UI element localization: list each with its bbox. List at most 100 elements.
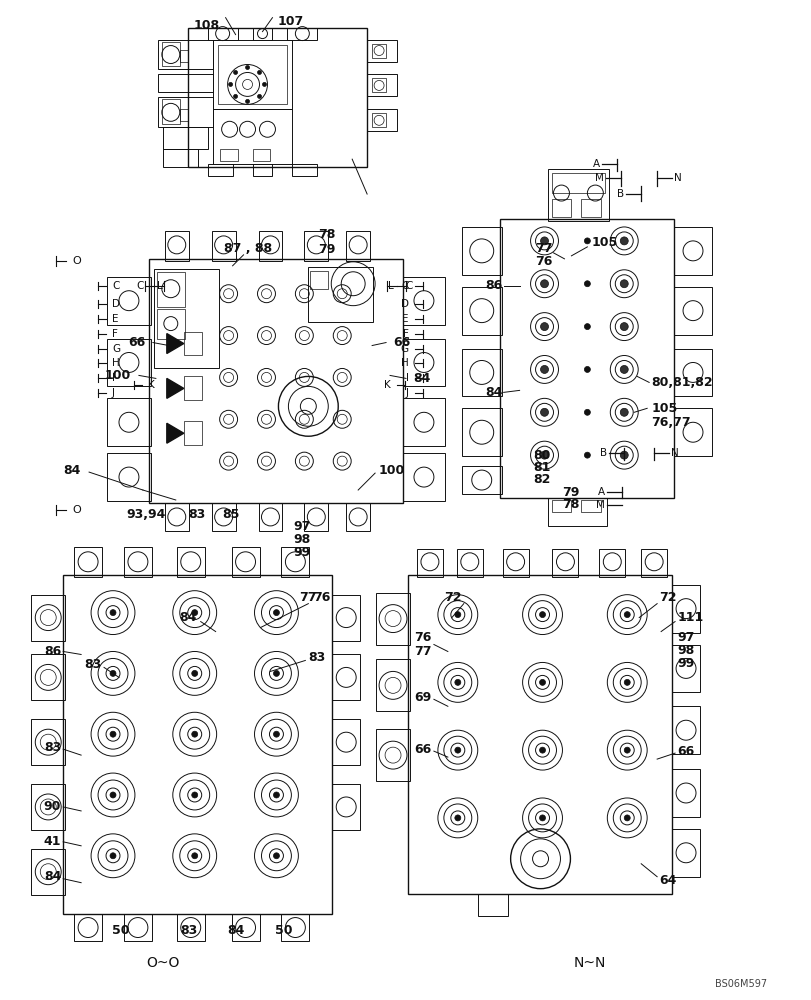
Bar xyxy=(187,28,367,167)
Bar xyxy=(367,40,397,62)
Bar xyxy=(375,593,410,645)
Text: 83: 83 xyxy=(44,741,61,754)
Bar xyxy=(32,654,65,700)
Text: O~O: O~O xyxy=(146,956,179,970)
Text: K: K xyxy=(384,380,391,390)
Text: C: C xyxy=(405,281,412,291)
Text: L: L xyxy=(388,281,393,291)
Bar xyxy=(332,784,360,830)
Circle shape xyxy=(191,792,197,798)
Bar xyxy=(673,227,711,275)
Text: C: C xyxy=(112,281,119,291)
Text: 84: 84 xyxy=(63,464,81,477)
Bar xyxy=(157,74,212,92)
Bar xyxy=(153,269,218,368)
Text: E: E xyxy=(402,314,409,324)
Circle shape xyxy=(620,323,628,331)
Bar xyxy=(673,349,711,396)
Text: N: N xyxy=(673,173,681,183)
Bar xyxy=(673,287,711,335)
Bar xyxy=(551,199,571,217)
Bar xyxy=(461,349,501,396)
Text: H: H xyxy=(401,358,409,368)
Text: 81: 81 xyxy=(533,461,550,474)
Text: 78: 78 xyxy=(561,498,579,511)
Bar xyxy=(212,109,292,164)
Text: 83: 83 xyxy=(308,651,325,664)
Bar xyxy=(461,287,501,335)
Text: 84: 84 xyxy=(44,870,61,883)
Bar xyxy=(74,547,102,577)
Circle shape xyxy=(620,451,628,459)
Bar xyxy=(107,339,151,386)
Bar xyxy=(157,97,212,127)
Bar xyxy=(258,231,282,261)
Text: K: K xyxy=(148,380,154,390)
Text: M: M xyxy=(594,173,603,183)
Bar xyxy=(281,914,309,941)
Text: 98: 98 xyxy=(676,644,693,657)
Text: 108: 108 xyxy=(193,19,219,32)
Bar xyxy=(332,719,360,765)
Bar xyxy=(502,549,528,577)
Circle shape xyxy=(539,612,545,618)
Text: O: O xyxy=(72,256,81,266)
Text: 90: 90 xyxy=(44,800,61,813)
Text: C: C xyxy=(136,281,144,291)
Bar xyxy=(375,659,410,711)
Circle shape xyxy=(539,679,545,685)
Circle shape xyxy=(191,610,197,616)
Text: 82: 82 xyxy=(533,473,550,486)
Text: G: G xyxy=(112,344,120,354)
Circle shape xyxy=(273,670,279,676)
Text: 69: 69 xyxy=(414,691,431,704)
Circle shape xyxy=(245,65,249,69)
Circle shape xyxy=(620,280,628,288)
Text: F: F xyxy=(112,329,118,339)
Text: 79: 79 xyxy=(561,486,579,499)
Bar xyxy=(551,500,571,512)
Bar xyxy=(310,271,328,289)
Text: E: E xyxy=(112,314,118,324)
Text: 111: 111 xyxy=(676,611,702,624)
Circle shape xyxy=(540,323,548,331)
Text: 107: 107 xyxy=(277,15,303,28)
Circle shape xyxy=(454,679,461,685)
Bar xyxy=(281,547,309,577)
Bar xyxy=(641,549,667,577)
Text: 99: 99 xyxy=(676,657,693,670)
Bar xyxy=(32,719,65,765)
Circle shape xyxy=(273,731,279,737)
Bar xyxy=(672,706,699,754)
Text: 84: 84 xyxy=(179,611,196,624)
Circle shape xyxy=(624,679,629,685)
Text: 50: 50 xyxy=(274,924,292,937)
Text: 41: 41 xyxy=(44,835,61,848)
Bar xyxy=(375,729,410,781)
Text: D: D xyxy=(112,299,120,309)
Text: N: N xyxy=(670,448,678,458)
Text: J: J xyxy=(406,388,409,398)
Bar xyxy=(179,109,187,121)
Bar xyxy=(252,149,270,161)
Text: L: L xyxy=(157,281,163,291)
Circle shape xyxy=(539,747,545,753)
Text: 66: 66 xyxy=(393,336,410,349)
Circle shape xyxy=(245,99,249,103)
Bar xyxy=(547,498,607,526)
Bar xyxy=(252,164,272,176)
Text: 50: 50 xyxy=(112,924,130,937)
Text: 77: 77 xyxy=(299,591,316,604)
Circle shape xyxy=(234,70,238,74)
Bar xyxy=(212,231,235,261)
Circle shape xyxy=(262,82,266,86)
Bar xyxy=(345,231,370,261)
Polygon shape xyxy=(166,423,183,443)
Text: 84: 84 xyxy=(226,924,244,937)
Bar xyxy=(308,267,372,322)
Text: F: F xyxy=(402,329,409,339)
Text: 79: 79 xyxy=(318,243,335,256)
Bar xyxy=(32,849,65,895)
Bar xyxy=(407,575,672,894)
Bar xyxy=(212,40,292,109)
